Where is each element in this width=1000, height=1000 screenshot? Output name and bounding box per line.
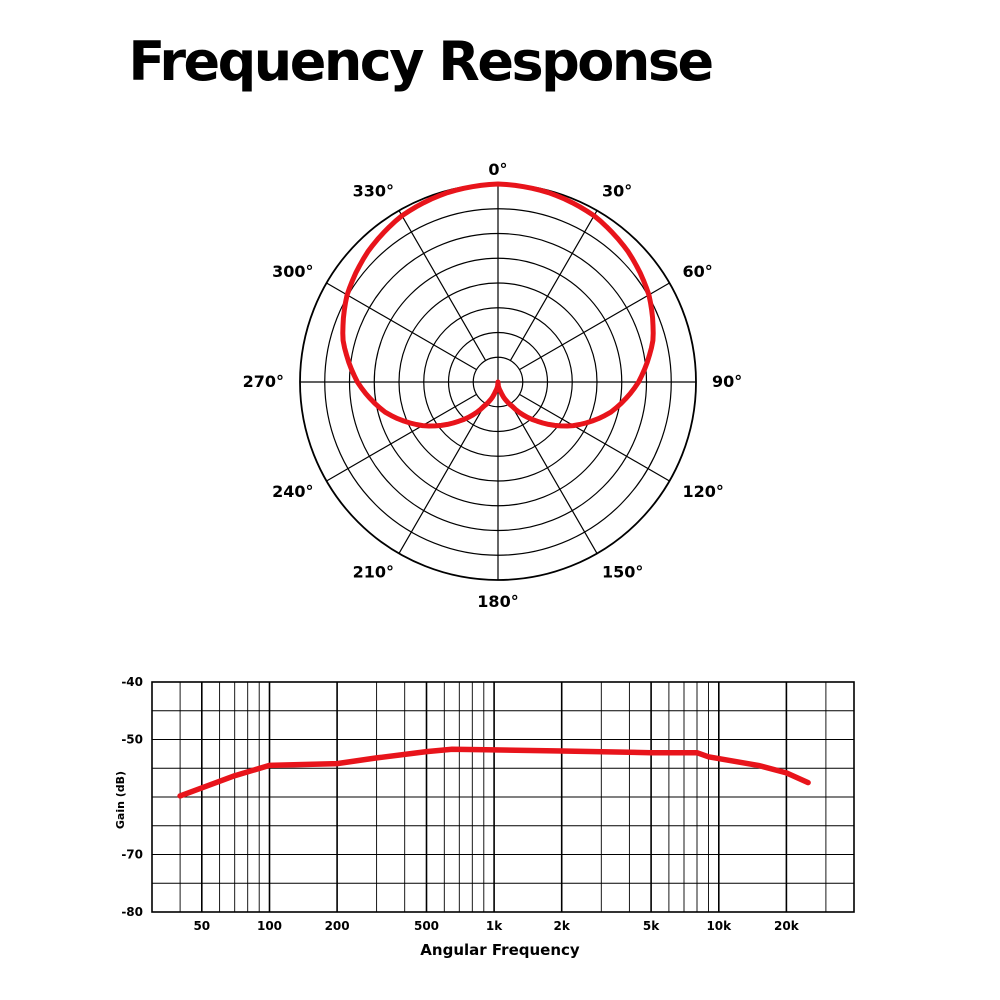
x-tick-label: 5k [643,919,660,933]
y-axis-title: Gain (dB) [114,771,127,829]
y-tick-label: -50 [121,733,143,747]
x-tick-label: 1k [486,919,503,933]
polar-spoke [398,403,487,554]
x-tick-label: 10k [706,919,732,933]
polar-angle-label: 180° [477,592,518,611]
polar-angle-label: 120° [683,482,724,501]
polar-spoke [326,393,477,482]
y-tick-label: -80 [121,905,143,919]
polar-angle-label: 210° [353,563,394,582]
x-tick-label: 50 [193,919,210,933]
polar-angle-label: 330° [353,182,394,201]
polar-pattern-chart: 0° 30° 60° 90° 120° 150° 180° 210° 240° 270° 300° 3… [243,160,743,611]
polar-angle-label: 150° [602,563,643,582]
frequency-response-chart: 50 100 200 500 1k 2k 5k 10k 20k -40 -50 -70 -80 Angul… [114,675,855,959]
polar-spoke [509,403,598,554]
polar-spoke [326,282,477,371]
polar-angle-label: 240° [272,482,313,501]
x-axis-title: Angular Frequency [420,941,580,959]
x-tick-label: 200 [325,919,350,933]
plot-frame [151,681,855,913]
y-tick-label: -70 [121,848,143,862]
polar-angle-label: 0° [488,160,507,179]
polar-spoke [509,210,598,361]
gain-response-line [177,746,811,799]
x-tick-label: 500 [414,919,439,933]
polar-spoke [398,210,487,361]
polar-spoke [519,393,670,482]
polar-angle-label: 30° [602,182,632,201]
x-tick-label: 2k [554,919,571,933]
polar-angle-label: 90° [712,372,742,391]
polar-response-curve [340,181,656,429]
x-tick-label: 100 [257,919,282,933]
page-title: Frequency Response [128,30,714,93]
polar-spoke [519,282,670,371]
polar-angle-label: 60° [683,262,713,281]
x-tick-label: 20k [774,919,800,933]
polar-angle-label: 300° [272,262,313,281]
y-tick-label: -40 [121,675,143,689]
polar-angle-label: 270° [243,372,284,391]
